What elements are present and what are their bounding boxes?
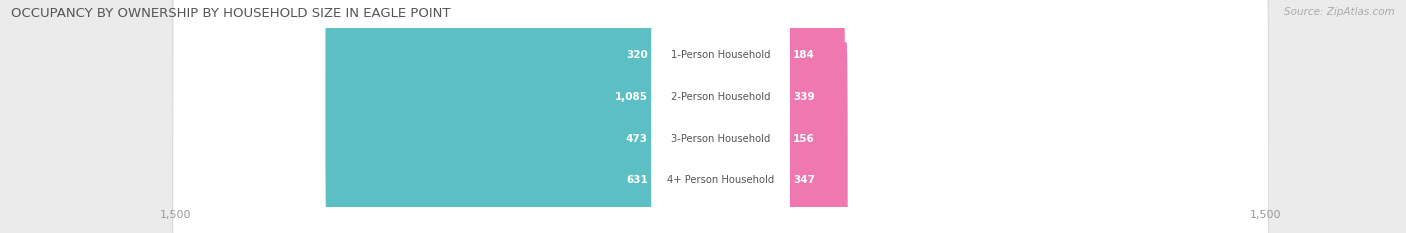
FancyBboxPatch shape — [720, 42, 848, 233]
Text: 339: 339 — [793, 92, 815, 102]
Text: 2-Person Household: 2-Person Household — [671, 92, 770, 102]
FancyBboxPatch shape — [491, 42, 721, 233]
FancyBboxPatch shape — [720, 0, 845, 233]
FancyBboxPatch shape — [173, 0, 1268, 233]
FancyBboxPatch shape — [651, 0, 790, 233]
FancyBboxPatch shape — [173, 0, 1268, 233]
FancyBboxPatch shape — [325, 0, 721, 233]
Text: 3-Person Household: 3-Person Household — [671, 134, 770, 144]
FancyBboxPatch shape — [173, 0, 1268, 233]
FancyBboxPatch shape — [603, 0, 721, 193]
Text: 320: 320 — [626, 50, 648, 60]
Text: 473: 473 — [626, 134, 648, 144]
FancyBboxPatch shape — [720, 0, 779, 233]
Text: 347: 347 — [793, 175, 815, 185]
FancyBboxPatch shape — [651, 0, 790, 233]
FancyBboxPatch shape — [173, 0, 1268, 233]
FancyBboxPatch shape — [548, 0, 721, 233]
Text: OCCUPANCY BY OWNERSHIP BY HOUSEHOLD SIZE IN EAGLE POINT: OCCUPANCY BY OWNERSHIP BY HOUSEHOLD SIZE… — [11, 7, 451, 20]
Text: 1-Person Household: 1-Person Household — [671, 50, 770, 60]
Text: 4+ Person Household: 4+ Person Household — [666, 175, 775, 185]
FancyBboxPatch shape — [720, 0, 789, 193]
Text: 156: 156 — [793, 134, 815, 144]
FancyBboxPatch shape — [651, 0, 790, 233]
Text: 184: 184 — [793, 50, 815, 60]
FancyBboxPatch shape — [651, 0, 790, 233]
Text: 1,085: 1,085 — [614, 92, 648, 102]
Text: Source: ZipAtlas.com: Source: ZipAtlas.com — [1284, 7, 1395, 17]
Text: 631: 631 — [626, 175, 648, 185]
